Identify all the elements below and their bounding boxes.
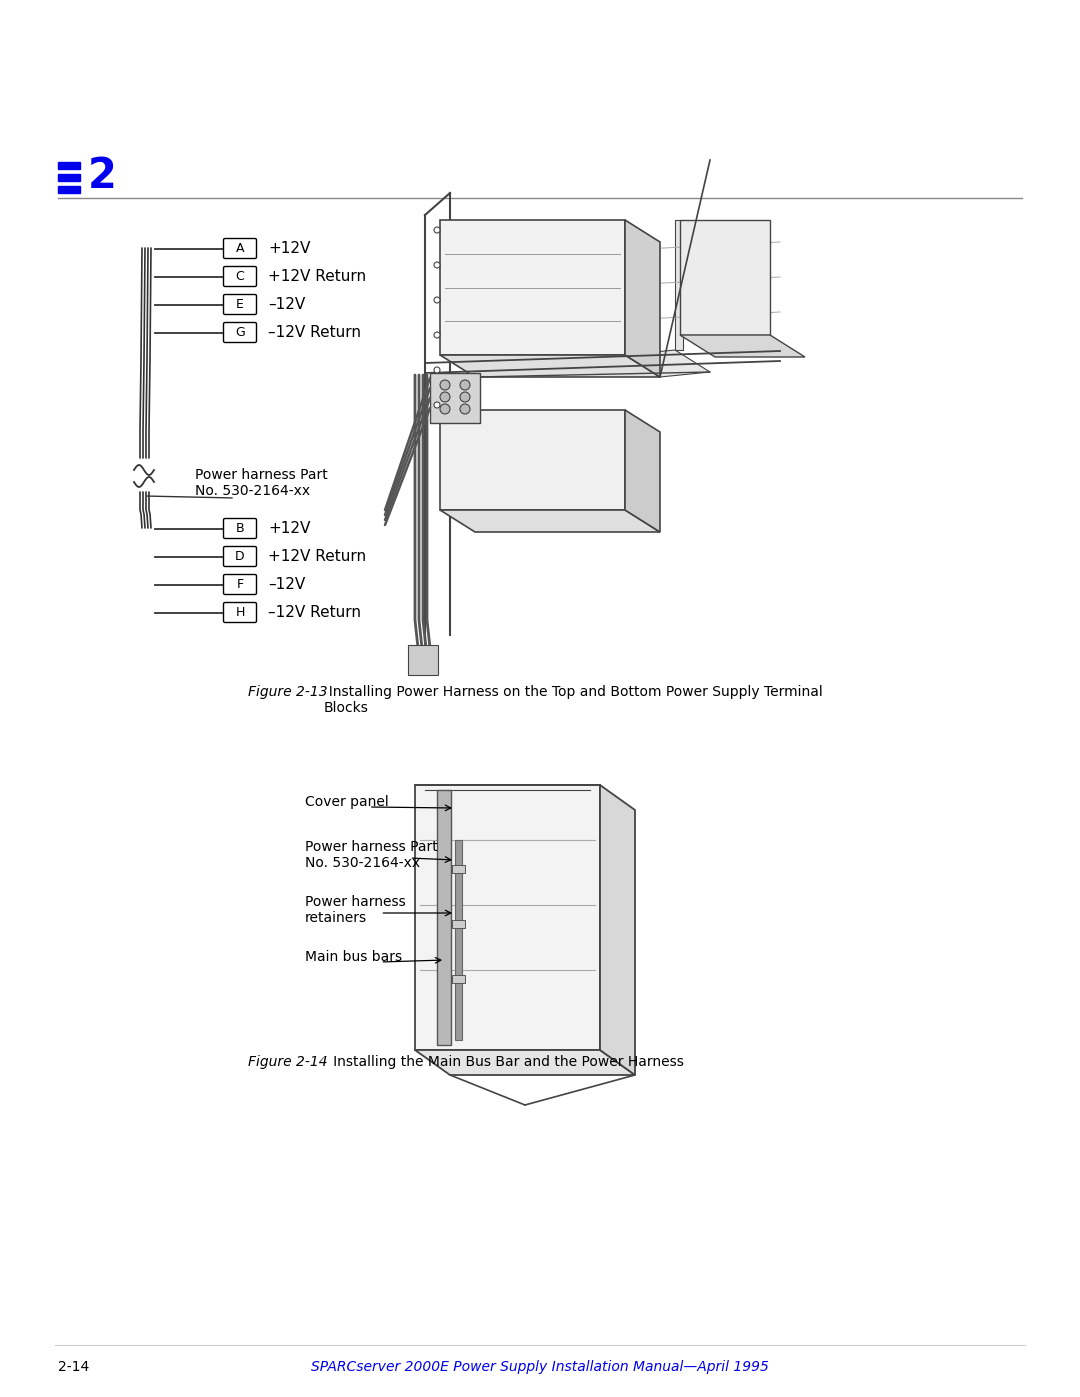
Text: A: A [235, 242, 244, 256]
FancyBboxPatch shape [224, 239, 257, 258]
Text: SPARCserver 2000E Power Supply Installation Manual—April 1995: SPARCserver 2000E Power Supply Installat… [311, 1361, 769, 1375]
Text: +12V: +12V [268, 521, 310, 536]
Bar [680, 219, 770, 335]
Bar [440, 409, 625, 510]
FancyBboxPatch shape [224, 518, 257, 538]
Text: B: B [235, 522, 244, 535]
Bar [440, 219, 625, 355]
Circle shape [434, 298, 440, 303]
Text: Power harness Part
No. 530-2164-xx: Power harness Part No. 530-2164-xx [195, 468, 327, 499]
Text: –12V: –12V [268, 577, 306, 592]
FancyBboxPatch shape [224, 546, 257, 567]
Text: D: D [235, 550, 245, 563]
Bar [58, 186, 80, 193]
Text: +12V Return: +12V Return [268, 549, 366, 564]
Bar [453, 865, 465, 873]
Text: Cover panel: Cover panel [305, 795, 389, 809]
Text: –12V Return: –12V Return [268, 605, 361, 620]
Circle shape [440, 380, 450, 390]
Bar [58, 175, 80, 182]
FancyBboxPatch shape [224, 602, 257, 623]
Text: G: G [235, 326, 245, 339]
Text: –12V Return: –12V Return [268, 326, 361, 339]
Bar [675, 219, 683, 351]
Text: +12V Return: +12V Return [268, 270, 366, 284]
Polygon shape [625, 219, 660, 377]
Bar [430, 373, 480, 423]
Circle shape [434, 263, 440, 268]
Bar [437, 789, 451, 1045]
Polygon shape [415, 1051, 635, 1076]
Text: 2: 2 [87, 155, 117, 197]
Polygon shape [680, 335, 805, 358]
Text: Figure 2-13: Figure 2-13 [248, 685, 327, 698]
Circle shape [434, 332, 440, 338]
Circle shape [440, 393, 450, 402]
FancyBboxPatch shape [224, 295, 257, 314]
Polygon shape [440, 355, 660, 377]
FancyBboxPatch shape [224, 267, 257, 286]
Circle shape [460, 380, 470, 390]
Text: C: C [235, 270, 244, 284]
Text: Figure 2-14: Figure 2-14 [248, 1055, 327, 1069]
Text: Main bus bars: Main bus bars [305, 950, 402, 964]
FancyBboxPatch shape [224, 574, 257, 595]
Bar [58, 162, 80, 169]
Circle shape [440, 404, 450, 414]
Text: +12V: +12V [268, 242, 310, 256]
Text: 2-14: 2-14 [58, 1361, 90, 1375]
Text: –12V: –12V [268, 298, 306, 312]
Text: H: H [235, 606, 245, 619]
Polygon shape [600, 785, 635, 1076]
FancyBboxPatch shape [224, 323, 257, 342]
Text: Power harness
retainers: Power harness retainers [305, 895, 406, 925]
Bar [408, 645, 438, 675]
Text: Installing the Main Bus Bar and the Power Harness: Installing the Main Bus Bar and the Powe… [320, 1055, 684, 1069]
Bar [455, 840, 462, 1039]
Polygon shape [625, 409, 660, 532]
Text: Blocks: Blocks [324, 701, 369, 715]
Text: Installing Power Harness on the Top and Bottom Power Supply Terminal: Installing Power Harness on the Top and … [320, 685, 823, 698]
Bar [453, 975, 465, 983]
Circle shape [460, 404, 470, 414]
Bar [415, 785, 600, 1051]
Polygon shape [625, 351, 710, 377]
Circle shape [434, 367, 440, 373]
Bar [453, 921, 465, 928]
Circle shape [460, 393, 470, 402]
Circle shape [434, 226, 440, 233]
Text: E: E [237, 298, 244, 312]
Polygon shape [440, 510, 660, 532]
Text: F: F [237, 578, 244, 591]
Circle shape [434, 402, 440, 408]
Text: Power harness Part
No. 530-2164-xx: Power harness Part No. 530-2164-xx [305, 840, 437, 870]
